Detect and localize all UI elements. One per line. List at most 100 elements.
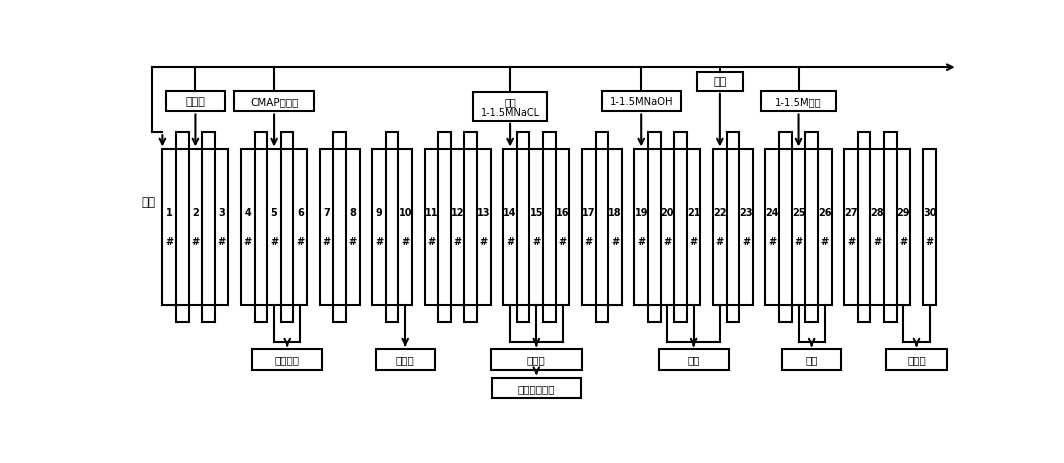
Text: #: # bbox=[401, 236, 410, 246]
Text: 酸性
1-1.5MNaCL: 酸性 1-1.5MNaCL bbox=[481, 96, 539, 118]
Text: #: # bbox=[453, 236, 462, 246]
Bar bbox=[687, 150, 700, 305]
Text: #: # bbox=[349, 236, 356, 246]
Text: 24: 24 bbox=[766, 207, 779, 218]
Text: #: # bbox=[689, 236, 698, 246]
Bar bbox=[530, 150, 543, 305]
Text: 碳酸成钠中和: 碳酸成钠中和 bbox=[517, 383, 555, 394]
Bar bbox=[503, 150, 517, 305]
Bar bbox=[267, 150, 281, 305]
Text: #: # bbox=[532, 236, 541, 246]
Text: #: # bbox=[296, 236, 304, 246]
Bar bbox=[386, 305, 398, 322]
Bar bbox=[473, 93, 547, 121]
Text: #: # bbox=[480, 236, 488, 246]
Bar bbox=[465, 133, 477, 150]
Text: 空气: 空气 bbox=[142, 195, 155, 208]
Text: #: # bbox=[375, 236, 383, 246]
Text: 30: 30 bbox=[922, 207, 936, 218]
Bar bbox=[281, 305, 294, 322]
Bar bbox=[634, 150, 648, 305]
Bar bbox=[858, 133, 870, 150]
Text: 9: 9 bbox=[376, 207, 382, 218]
Text: 6: 6 bbox=[297, 207, 303, 218]
Bar bbox=[319, 150, 333, 305]
Bar bbox=[465, 305, 477, 322]
Text: #: # bbox=[244, 236, 252, 246]
Bar bbox=[765, 150, 779, 305]
Bar bbox=[601, 92, 681, 112]
Bar bbox=[582, 150, 596, 305]
Text: CMAP发酵液: CMAP发酵液 bbox=[250, 97, 298, 107]
Bar bbox=[242, 150, 254, 305]
Text: 14: 14 bbox=[503, 207, 517, 218]
Bar bbox=[779, 305, 792, 322]
Text: 纯水: 纯水 bbox=[713, 77, 727, 88]
Text: #: # bbox=[742, 236, 750, 246]
Bar bbox=[294, 150, 307, 305]
Bar bbox=[372, 150, 386, 305]
Bar bbox=[254, 305, 267, 322]
Text: #: # bbox=[637, 236, 645, 246]
Text: 4: 4 bbox=[245, 207, 251, 218]
Bar bbox=[333, 133, 346, 150]
Bar bbox=[492, 378, 581, 399]
Bar bbox=[648, 133, 661, 150]
Bar bbox=[491, 350, 582, 370]
Bar bbox=[885, 350, 947, 370]
Bar bbox=[884, 133, 897, 150]
Text: #: # bbox=[899, 236, 908, 246]
Bar bbox=[675, 133, 687, 150]
Bar bbox=[163, 150, 176, 305]
Bar bbox=[922, 150, 936, 305]
Text: #: # bbox=[847, 236, 855, 246]
Text: 1: 1 bbox=[166, 207, 172, 218]
Text: 29: 29 bbox=[897, 207, 910, 218]
Bar bbox=[659, 350, 729, 370]
Bar bbox=[215, 150, 229, 305]
Text: #: # bbox=[559, 236, 567, 246]
Bar bbox=[202, 305, 215, 322]
Text: 稀碱: 稀碱 bbox=[687, 355, 700, 365]
Text: 27: 27 bbox=[844, 207, 858, 218]
Text: 21: 21 bbox=[687, 207, 700, 218]
Bar bbox=[897, 150, 910, 305]
Text: 26: 26 bbox=[818, 207, 831, 218]
Text: #: # bbox=[820, 236, 829, 246]
Bar bbox=[782, 350, 842, 370]
Text: #: # bbox=[611, 236, 619, 246]
Text: #: # bbox=[428, 236, 435, 246]
Text: 10: 10 bbox=[398, 207, 412, 218]
Text: 25: 25 bbox=[792, 207, 805, 218]
Text: #: # bbox=[270, 236, 278, 246]
Text: #: # bbox=[585, 236, 593, 246]
Bar bbox=[870, 150, 884, 305]
Bar bbox=[517, 133, 530, 150]
Bar bbox=[727, 133, 739, 150]
Bar bbox=[762, 92, 835, 112]
Bar bbox=[596, 305, 609, 322]
Text: 23: 23 bbox=[739, 207, 753, 218]
Text: 洗涤水: 洗涤水 bbox=[185, 97, 205, 107]
Bar bbox=[234, 92, 315, 112]
Text: #: # bbox=[506, 236, 514, 246]
Text: #: # bbox=[716, 236, 724, 246]
Bar bbox=[609, 150, 621, 305]
Bar bbox=[792, 150, 805, 305]
Text: 12: 12 bbox=[451, 207, 464, 218]
Text: #: # bbox=[192, 236, 199, 246]
Text: 17: 17 bbox=[582, 207, 596, 218]
Text: 稀酸罐: 稀酸罐 bbox=[527, 355, 546, 365]
Text: #: # bbox=[926, 236, 934, 246]
Bar bbox=[844, 150, 858, 305]
Bar bbox=[543, 305, 555, 322]
Bar bbox=[376, 350, 435, 370]
Bar bbox=[739, 150, 753, 305]
Text: 1-1.5M盐酸: 1-1.5M盐酸 bbox=[776, 97, 821, 107]
Text: 18: 18 bbox=[609, 207, 621, 218]
Text: 16: 16 bbox=[555, 207, 569, 218]
Text: #: # bbox=[217, 236, 226, 246]
Text: 28: 28 bbox=[870, 207, 884, 218]
Bar bbox=[697, 73, 743, 92]
Text: 19: 19 bbox=[634, 207, 648, 218]
